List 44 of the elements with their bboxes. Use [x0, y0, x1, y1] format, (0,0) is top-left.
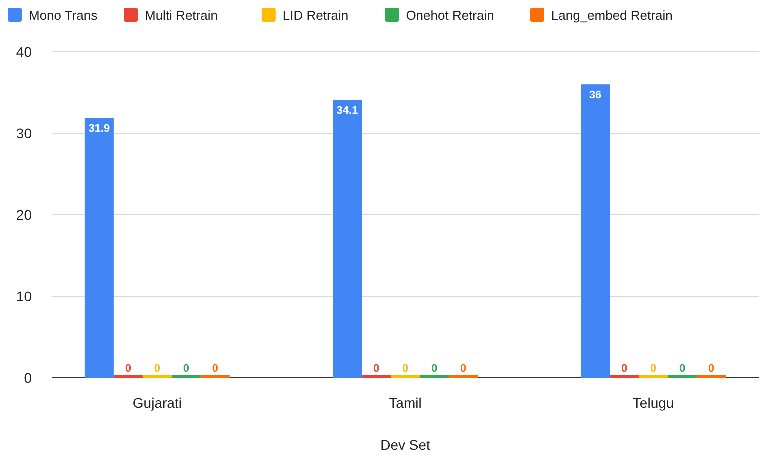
data-label: 0: [212, 363, 218, 375]
data-label: 34.1: [336, 105, 358, 118]
data-label: 36: [589, 90, 602, 102]
x-tick-label: Tamil: [389, 395, 422, 411]
bar: [420, 375, 449, 378]
bar: [362, 375, 391, 378]
data-label: 0: [680, 363, 686, 375]
y-tick-label: 0: [24, 370, 32, 386]
bar: [200, 375, 230, 378]
data-label: 31.9: [88, 123, 110, 136]
legend-label: Onehot Retrain: [406, 8, 494, 23]
y-tick-label: 10: [16, 288, 32, 304]
data-label: 0: [125, 363, 132, 375]
y-tick-label: 30: [16, 126, 32, 142]
y-tick-label: 20: [16, 207, 32, 223]
bar: [610, 375, 640, 378]
legend-label: Multi Retrain: [145, 8, 218, 23]
bar: [581, 84, 610, 378]
bar: [172, 375, 201, 378]
bar: [391, 375, 420, 378]
bar: [639, 375, 668, 378]
data-label: 0: [431, 363, 438, 375]
bar: [333, 100, 362, 378]
x-axis-title: Dev Set: [380, 437, 431, 453]
y-tick-label: 40: [16, 44, 32, 60]
data-label: 0: [708, 363, 715, 375]
data-label: 0: [650, 363, 657, 375]
bar: [668, 375, 698, 378]
data-label: 0: [373, 363, 380, 375]
data-label: 0: [460, 363, 467, 375]
bar: [114, 375, 143, 378]
bar: [142, 375, 172, 378]
data-label: 0: [622, 363, 628, 375]
bar: [84, 118, 114, 378]
bar: [449, 375, 478, 378]
legend-label: Mono Trans: [29, 8, 98, 23]
legend-label: Lang_embed Retrain: [551, 8, 673, 23]
data-label: 0: [183, 363, 190, 375]
x-tick-label: Gujarati: [132, 395, 182, 411]
data-label: 0: [154, 363, 160, 375]
legend-label: LID Retrain: [282, 8, 349, 23]
data-label: 0: [402, 363, 409, 375]
bar: [697, 375, 726, 378]
x-tick-label: Telugu: [632, 395, 674, 411]
